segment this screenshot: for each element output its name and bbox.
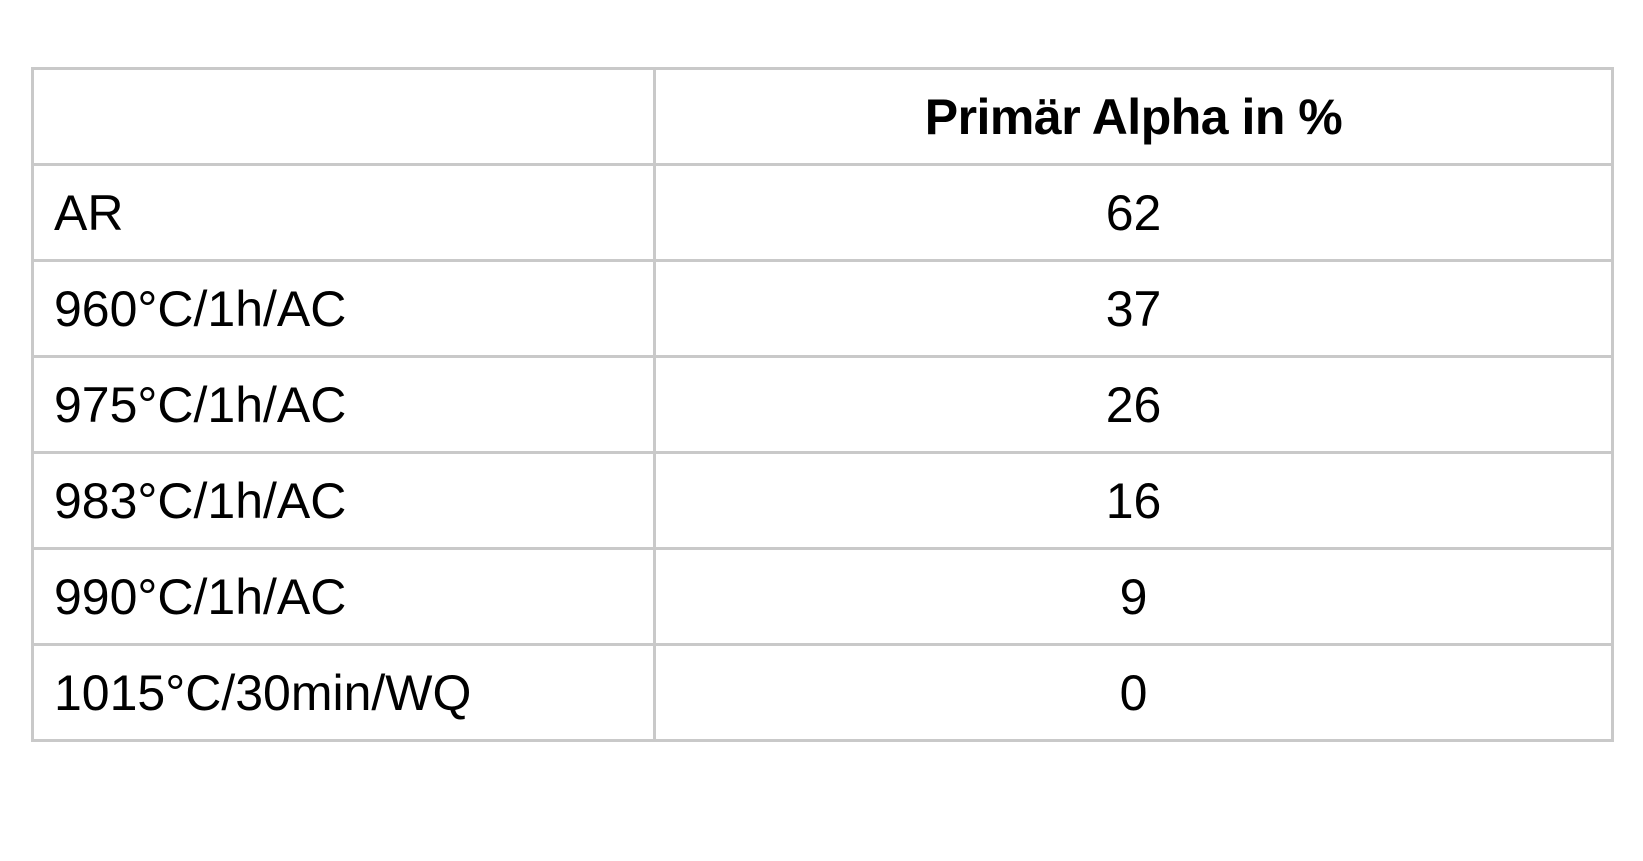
header-row: Primär Alpha in %: [31, 67, 1614, 166]
table-row: 983°C/1h/AC 16: [31, 451, 1614, 550]
value-cell: 16: [653, 451, 1614, 550]
value-cell: 26: [653, 355, 1614, 454]
header-cell-value: Primär Alpha in %: [653, 67, 1614, 166]
table-row: 975°C/1h/AC 26: [31, 355, 1614, 454]
table-row: 960°C/1h/AC 37: [31, 259, 1614, 358]
condition-cell: 975°C/1h/AC: [31, 355, 656, 454]
table-row: AR 62: [31, 163, 1614, 262]
value-cell: 62: [653, 163, 1614, 262]
condition-cell: AR: [31, 163, 656, 262]
value-cell: 37: [653, 259, 1614, 358]
table-container: Primär Alpha in % AR 62 960°C/1h/AC 37 9…: [31, 67, 1614, 742]
condition-cell: 1015°C/30min/WQ: [31, 643, 656, 742]
condition-cell: 990°C/1h/AC: [31, 547, 656, 646]
table-row: 1015°C/30min/WQ 0: [31, 643, 1614, 742]
primary-alpha-table: Primär Alpha in % AR 62 960°C/1h/AC 37 9…: [31, 67, 1614, 742]
condition-cell: 983°C/1h/AC: [31, 451, 656, 550]
table-row: 990°C/1h/AC 9: [31, 547, 1614, 646]
header-cell-label: [31, 67, 656, 166]
condition-cell: 960°C/1h/AC: [31, 259, 656, 358]
value-cell: 0: [653, 643, 1614, 742]
value-cell: 9: [653, 547, 1614, 646]
